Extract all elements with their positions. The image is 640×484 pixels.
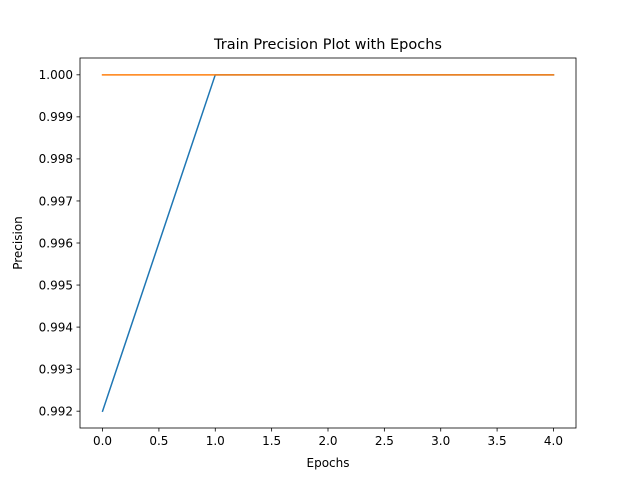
x-tick-label: 2.0 [318,434,337,448]
x-axis-label: Epochs [307,456,350,470]
x-tick-label: 1.0 [206,434,225,448]
y-tick-label: 1.000 [39,68,73,82]
y-tick-label: 0.993 [39,362,73,376]
y-tick-label: 0.998 [39,152,73,166]
x-axis: 0.0 0.5 1.0 1.5 2.0 2.5 3.0 3.5 4.0 [93,428,563,448]
x-tick-label: 2.5 [375,434,394,448]
y-tick-label: 0.997 [39,194,73,208]
x-tick-label: 4.0 [544,434,563,448]
x-tick-label: 0.0 [93,434,112,448]
y-tick-label: 0.999 [39,110,73,124]
x-tick-label: 0.5 [149,434,168,448]
y-tick-label: 0.996 [39,236,73,250]
plot-area [101,74,555,413]
x-tick-label: 1.5 [262,434,281,448]
y-axis: 0.992 0.993 0.994 0.995 0.996 0.997 0.998 0.999… [39,68,80,418]
x-tick-label: 3.0 [431,434,450,448]
y-axis-label: Precision [11,216,25,270]
y-tick-label: 0.994 [39,320,73,334]
y-tick-label: 0.992 [39,404,73,418]
chart-title: Train Precision Plot with Epochs [213,37,442,53]
x-tick-label: 3.5 [488,434,507,448]
y-tick-label: 0.995 [39,278,73,292]
